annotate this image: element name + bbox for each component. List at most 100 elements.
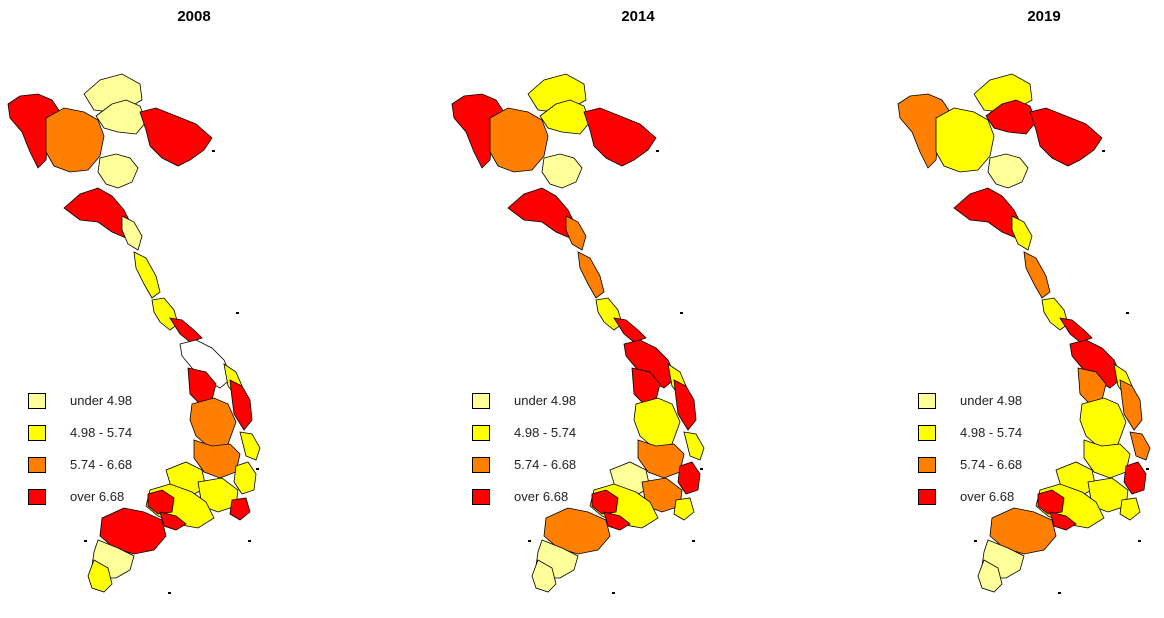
region-quang-tri <box>1041 297 1069 331</box>
legend-label: 5.74 - 6.68 <box>514 457 577 472</box>
legend-swatch <box>28 457 46 473</box>
panel-title: 2014 <box>621 8 655 25</box>
island-marker <box>656 150 659 152</box>
legend-label: under 4.98 <box>514 393 577 408</box>
legend-swatch <box>28 425 46 441</box>
region-ca-mau <box>977 559 1003 593</box>
island-marker <box>248 540 251 542</box>
island-marker <box>1138 540 1141 542</box>
legend-label: over 6.68 <box>70 489 125 504</box>
region-quang-nam <box>623 339 677 389</box>
region-ninh-thuan <box>229 497 251 521</box>
legend-swatch <box>918 457 936 473</box>
map-panel-2014: 2014 under 4.98 4.98 - 5.74 5.74 - 6.68 … <box>444 0 832 618</box>
legend-swatch <box>28 489 46 505</box>
map-panel-2019: 2019 under 4.98 4.98 - 5.74 5.74 - 6.68 … <box>890 0 1164 618</box>
region-quang-nam <box>1069 339 1123 389</box>
region-ninh-thuan <box>1119 497 1141 521</box>
legend-label: under 4.98 <box>70 393 133 408</box>
region-hue <box>169 317 203 343</box>
region-north-center <box>489 107 549 173</box>
region-red-delta <box>583 107 657 167</box>
legend-label: 5.74 - 6.68 <box>960 457 1023 472</box>
region-binh-dinh <box>673 379 697 431</box>
region-binh-dinh <box>229 379 253 431</box>
region-quang-tri <box>595 297 623 331</box>
region-khanh-hoa <box>1123 461 1147 495</box>
panel-title: 2008 <box>177 8 211 25</box>
region-gia-lai <box>633 397 681 449</box>
region-quang-binh <box>133 251 161 299</box>
island-marker <box>84 540 87 542</box>
panel-title: 2019 <box>1027 8 1061 25</box>
vietnam-choropleth-map <box>451 73 705 594</box>
legend-swatch <box>472 457 490 473</box>
legend-swatch <box>28 393 46 409</box>
region-hcmc <box>1049 511 1077 531</box>
island-marker <box>680 312 683 314</box>
legend-label: under 4.98 <box>960 393 1023 408</box>
region-red-delta <box>1029 107 1103 167</box>
region-quang-tri <box>151 297 179 331</box>
legend-label: 4.98 - 5.74 <box>514 425 577 440</box>
region-ca-mau <box>87 559 113 593</box>
region-ca-mau <box>531 559 557 593</box>
island-marker <box>1126 312 1129 314</box>
legend-swatch <box>472 393 490 409</box>
island-marker <box>974 540 977 542</box>
region-phu-yen <box>239 431 261 461</box>
region-mekong-north <box>989 507 1057 555</box>
legend-swatch <box>918 393 936 409</box>
island-marker <box>168 592 171 594</box>
region-ha-tinh <box>1011 215 1033 251</box>
region-hcmc <box>603 511 631 531</box>
region-ha-tinh <box>121 215 143 251</box>
legend-swatch <box>918 425 936 441</box>
region-khanh-hoa <box>233 461 257 495</box>
island-marker <box>700 468 703 470</box>
region-phu-yen <box>683 431 705 461</box>
map-panel-2008: 2008 under 4.98 4.98 - 5.74 5.74 - 6.68 … <box>0 0 388 618</box>
region-hue <box>1059 317 1093 343</box>
legend-label: over 6.68 <box>960 489 1015 504</box>
vietnam-choropleth-map <box>897 73 1151 594</box>
region-thanh-hoa <box>987 153 1029 189</box>
region-binh-duong <box>591 489 619 515</box>
region-gia-lai <box>1079 397 1127 449</box>
island-marker <box>212 150 215 152</box>
legend-label: 5.74 - 6.68 <box>70 457 133 472</box>
legend-swatch <box>472 425 490 441</box>
island-marker <box>612 592 615 594</box>
legend-swatch <box>472 489 490 505</box>
island-marker <box>1058 592 1061 594</box>
island-marker <box>528 540 531 542</box>
region-binh-dinh <box>1119 379 1143 431</box>
island-marker <box>256 468 259 470</box>
island-marker <box>1102 150 1105 152</box>
island-marker <box>1146 468 1149 470</box>
vietnam-choropleth-map <box>7 73 261 594</box>
region-hcmc <box>159 511 187 531</box>
region-quang-binh <box>577 251 605 299</box>
legend-swatch <box>918 489 936 505</box>
region-red-delta <box>139 107 213 167</box>
region-binh-duong <box>1037 489 1065 515</box>
legend-label: over 6.68 <box>514 489 569 504</box>
region-phu-yen <box>1129 431 1151 461</box>
region-hue <box>613 317 647 343</box>
region-ninh-thuan <box>673 497 695 521</box>
region-thanh-hoa <box>541 153 583 189</box>
region-quang-nam <box>179 339 233 389</box>
region-north-center <box>935 107 995 173</box>
island-marker <box>236 312 239 314</box>
legend-label: 4.98 - 5.74 <box>960 425 1023 440</box>
region-thanh-hoa <box>97 153 139 189</box>
island-marker <box>692 540 695 542</box>
region-mekong-north <box>543 507 611 555</box>
region-gia-lai <box>189 397 237 449</box>
region-north-center <box>45 107 105 173</box>
legend-label: 4.98 - 5.74 <box>70 425 133 440</box>
region-quang-binh <box>1023 251 1051 299</box>
region-mekong-north <box>99 507 167 555</box>
region-khanh-hoa <box>677 461 701 495</box>
